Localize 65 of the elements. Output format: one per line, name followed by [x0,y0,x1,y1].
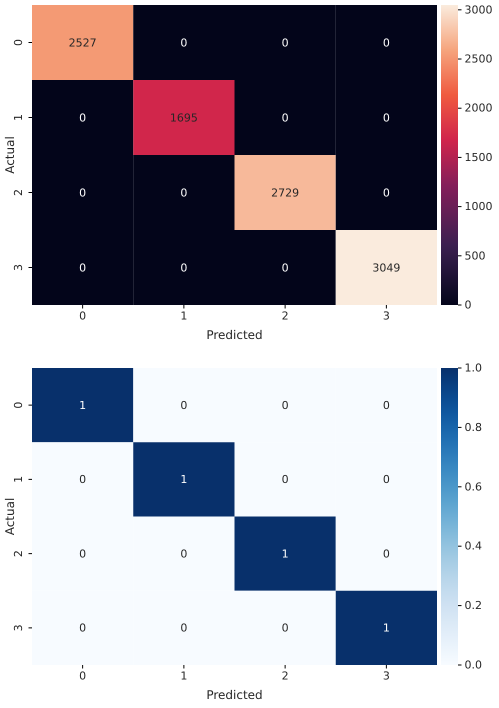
x-tick-label: 0 [79,669,86,682]
data-label: 0 [79,261,86,274]
data-label: 1 [180,473,188,486]
data-label: 0 [79,186,86,200]
data-label: 0 [180,398,188,412]
y-axis-title: Actual [3,498,17,536]
data-label: 0 [79,111,86,124]
color-bar-label: 1.0 [464,362,482,375]
data-label: 0 [180,186,188,200]
x-tick-label: 3 [382,309,390,322]
data-label: 0 [79,547,86,560]
data-label: 0 [382,111,390,124]
data-label: 0 [180,547,188,560]
color-bar-label: 2000 [464,102,492,115]
y-tick-label: 1 [12,476,25,483]
color-bar-label: 1500 [464,150,492,164]
y-tick-label: 2 [12,550,25,558]
data-label: 0 [382,36,390,50]
data-label: 0 [79,622,86,635]
data-label: 1695 [170,111,198,124]
x-axis-title: Predicted [206,328,263,342]
data-label: 3049 [372,261,400,274]
x-tick-label: 1 [180,669,188,682]
y-tick-label: 3 [12,264,25,271]
color-bar-label: 0.8 [464,420,482,434]
data-label: 0 [382,398,390,412]
color-bar-label: 0.4 [464,540,482,553]
y-tick-label: 1 [12,114,25,121]
data-label: 0 [79,473,86,486]
data-label: 0 [282,398,289,412]
y-tick-label: 0 [12,39,25,46]
data-label: 0 [180,261,188,274]
color-bar-label: 3000 [464,3,492,16]
color-bar-label: 0.0 [464,658,482,672]
y-tick-label: 2 [12,189,25,196]
x-tick-label: 2 [282,309,289,322]
data-label: 1 [382,622,390,635]
data-label: 2527 [68,36,97,50]
data-label: 2729 [271,186,300,200]
color-bar-label: 0 [464,298,472,312]
color-bar-label: 500 [464,249,486,262]
x-tick-label: 3 [382,669,390,682]
data-label: 0 [282,473,289,486]
data-label: 0 [382,186,390,200]
data-label: 0 [282,111,289,124]
data-label: 0 [282,36,289,50]
color-bar-label: 0.2 [464,599,482,612]
data-label: 1 [79,398,86,412]
data-label: 0 [180,36,188,50]
data-label: 0 [282,622,289,635]
color-bar-label: 1000 [464,200,492,214]
data-label: 1 [282,547,289,560]
x-tick-label: 1 [180,309,188,322]
y-tick-label: 3 [12,624,25,632]
y-tick-label: 0 [12,402,25,409]
color-bar-label: 2500 [464,52,492,66]
x-tick-label: 0 [79,309,86,322]
color-bar-label: 0.6 [464,480,482,494]
x-tick-label: 2 [282,669,289,682]
data-label: 0 [382,547,390,560]
x-axis-title: Predicted [206,688,263,702]
y-axis-title: Actual [3,136,17,174]
data-label: 0 [282,261,289,274]
data-label: 0 [180,622,188,635]
data-label: 0 [382,473,390,486]
